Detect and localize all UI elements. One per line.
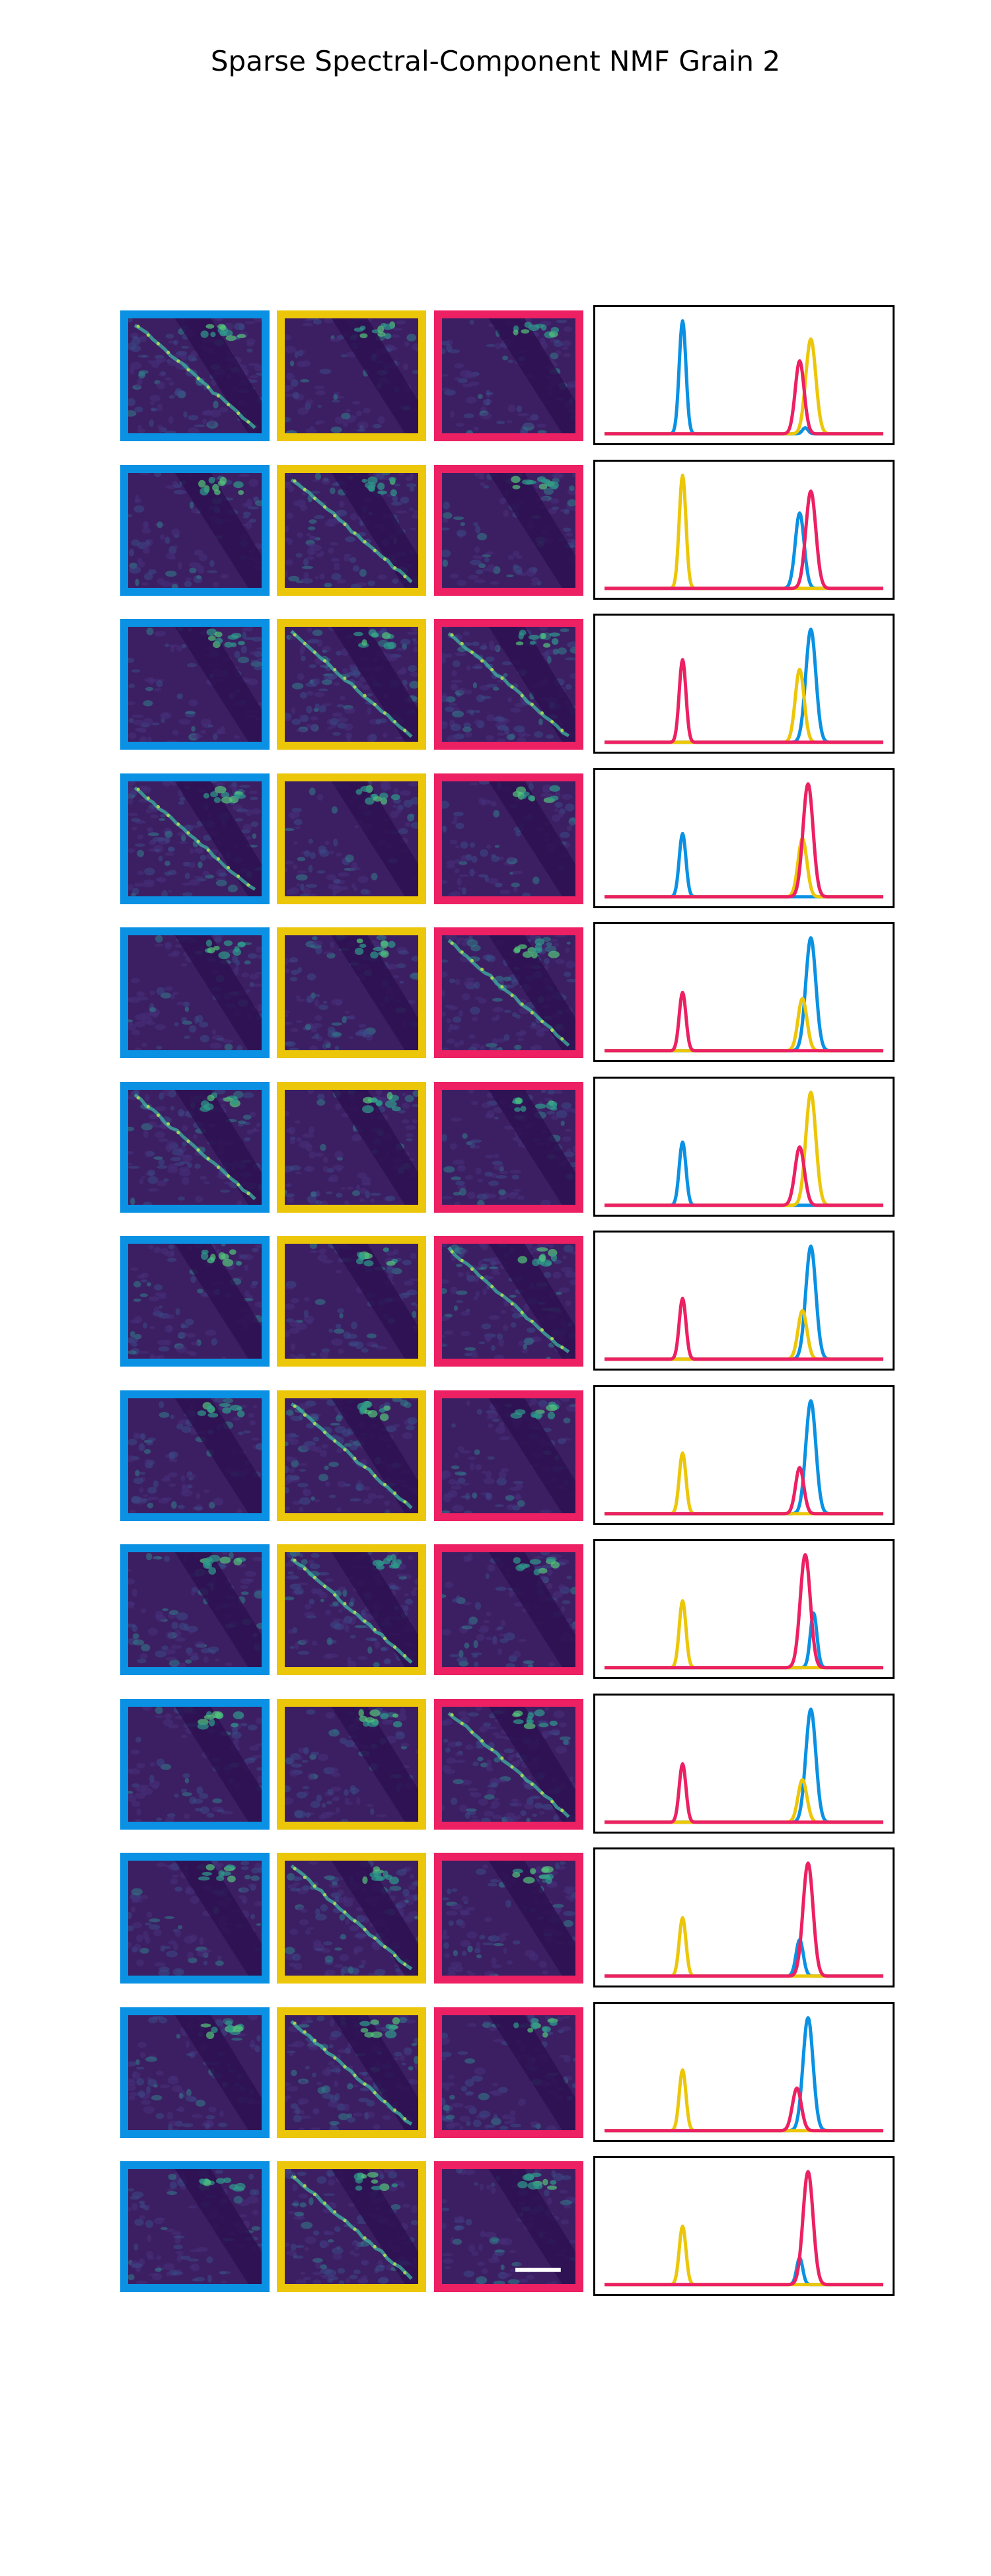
map-thumbnail-yellow-row-8 (277, 1390, 426, 1521)
scale-bar (515, 2268, 561, 2272)
map-thumbnail-yellow-row-11 (277, 1853, 426, 1984)
spectrum-plot-row-8 (593, 1384, 895, 1525)
spectrum-line-yellow-row-9 (603, 1599, 885, 1670)
map-thumbnail-pink-row-13 (434, 2161, 583, 2292)
spectrum-line-yellow-row-4 (603, 836, 885, 898)
map-thumbnail-blue-row-2 (120, 464, 270, 596)
spectrum-line-yellow-row-6 (603, 1090, 885, 1207)
spectrum-line-blue-row-12 (603, 2015, 885, 2132)
spectrum-line-blue-row-5 (603, 936, 885, 1053)
map-thumbnail-yellow-row-6 (277, 1081, 426, 1213)
map-thumbnail-blue-row-7 (120, 1236, 270, 1367)
spectrum-plot-row-1 (593, 305, 895, 445)
spectrum-line-yellow-row-11 (603, 1916, 885, 1978)
spectrum-line-blue-row-6 (603, 1140, 885, 1207)
spectrum-line-blue-row-3 (603, 627, 885, 744)
map-thumbnail-yellow-row-1 (277, 310, 426, 441)
spectrum-line-blue-row-1 (603, 319, 885, 436)
spectrum-line-pink-row-8 (603, 1465, 885, 1515)
map-thumbnail-pink-row-2 (434, 464, 583, 596)
map-thumbnail-yellow-row-5 (277, 927, 426, 1058)
spectrum-line-yellow-row-7 (603, 1308, 885, 1361)
spectrum-plot-row-4 (593, 768, 895, 908)
spectrum-line-blue-row-10 (603, 1707, 885, 1824)
spectrum-line-blue-row-9 (603, 1611, 885, 1670)
spectrum-line-blue-row-13 (603, 2256, 885, 2287)
map-thumbnail-blue-row-3 (120, 619, 270, 750)
spectrum-line-pink-row-6 (603, 1145, 885, 1207)
spectrum-line-pink-row-4 (603, 781, 885, 898)
spectrum-plot-row-5 (593, 922, 895, 1062)
map-thumbnail-yellow-row-2 (277, 464, 426, 596)
spectrum-line-blue-row-8 (603, 1398, 885, 1515)
map-thumbnail-yellow-row-12 (277, 2007, 426, 2138)
spectrum-line-pink-row-5 (603, 991, 885, 1053)
spectrum-line-pink-row-2 (603, 489, 885, 590)
map-thumbnail-blue-row-9 (120, 1544, 270, 1675)
spectrum-line-yellow-row-3 (603, 667, 885, 744)
map-thumbnail-pink-row-8 (434, 1390, 583, 1521)
spectrum-line-pink-row-3 (603, 658, 885, 744)
map-thumbnail-yellow-row-7 (277, 1236, 426, 1367)
spectrum-plot-row-13 (593, 2156, 895, 2296)
spectrum-plot-row-9 (593, 1539, 895, 1679)
map-thumbnail-blue-row-11 (120, 1853, 270, 1984)
spectrum-line-yellow-row-8 (603, 1450, 885, 1515)
spectrum-line-blue-row-7 (603, 1244, 885, 1361)
figure-title: Sparse Spectral-Component NMF Grain 2 (210, 45, 781, 77)
spectrum-line-blue-row-2 (603, 511, 885, 590)
map-thumbnail-blue-row-5 (120, 927, 270, 1058)
spectrum-line-yellow-row-12 (603, 2067, 885, 2132)
map-thumbnail-blue-row-1 (120, 310, 270, 441)
spectrum-line-pink-row-7 (603, 1297, 885, 1361)
spectrum-line-blue-row-11 (603, 1938, 885, 1978)
map-thumbnail-pink-row-9 (434, 1544, 583, 1675)
spectrum-plot-row-12 (593, 2001, 895, 2142)
spectrum-line-pink-row-1 (603, 359, 885, 436)
spectrum-plot-row-10 (593, 1693, 895, 1834)
map-thumbnail-yellow-row-9 (277, 1544, 426, 1675)
map-thumbnail-pink-row-4 (434, 773, 583, 904)
map-thumbnail-pink-row-1 (434, 310, 583, 441)
map-thumbnail-blue-row-10 (120, 1698, 270, 1830)
map-thumbnail-yellow-row-10 (277, 1698, 426, 1830)
spectrum-line-pink-row-10 (603, 1762, 885, 1824)
spectrum-plot-row-11 (593, 1847, 895, 1987)
spectrum-line-pink-row-13 (603, 2170, 885, 2287)
map-thumbnail-yellow-row-3 (277, 619, 426, 750)
map-thumbnail-pink-row-12 (434, 2007, 583, 2138)
spectrum-line-yellow-row-2 (603, 473, 885, 590)
map-thumbnail-yellow-row-13 (277, 2161, 426, 2292)
map-thumbnail-blue-row-4 (120, 773, 270, 904)
map-thumbnail-blue-row-8 (120, 1390, 270, 1521)
spectrum-line-yellow-row-5 (603, 997, 885, 1053)
map-thumbnail-blue-row-6 (120, 1081, 270, 1213)
spectrum-plot-row-6 (593, 1076, 895, 1217)
spectrum-plot-row-3 (593, 614, 895, 754)
map-thumbnail-blue-row-13 (120, 2161, 270, 2292)
spectrum-plot-row-7 (593, 1231, 895, 1371)
map-thumbnail-yellow-row-4 (277, 773, 426, 904)
spectrum-line-pink-row-11 (603, 1861, 885, 1978)
spectrum-line-blue-row-4 (603, 832, 885, 898)
spectrum-line-pink-row-9 (603, 1553, 885, 1670)
spectrum-plot-row-2 (593, 459, 895, 600)
map-thumbnail-pink-row-10 (434, 1698, 583, 1830)
map-thumbnail-pink-row-7 (434, 1236, 583, 1367)
map-thumbnail-blue-row-12 (120, 2007, 270, 2138)
map-thumbnail-pink-row-11 (434, 1853, 583, 1984)
map-thumbnail-pink-row-3 (434, 619, 583, 750)
map-thumbnail-pink-row-6 (434, 1081, 583, 1213)
spectrum-line-yellow-row-1 (603, 337, 885, 436)
spectrum-line-yellow-row-10 (603, 1777, 885, 1824)
spectrum-line-yellow-row-13 (603, 2225, 885, 2287)
map-thumbnail-pink-row-5 (434, 927, 583, 1058)
spectrum-line-pink-row-12 (603, 2086, 885, 2132)
